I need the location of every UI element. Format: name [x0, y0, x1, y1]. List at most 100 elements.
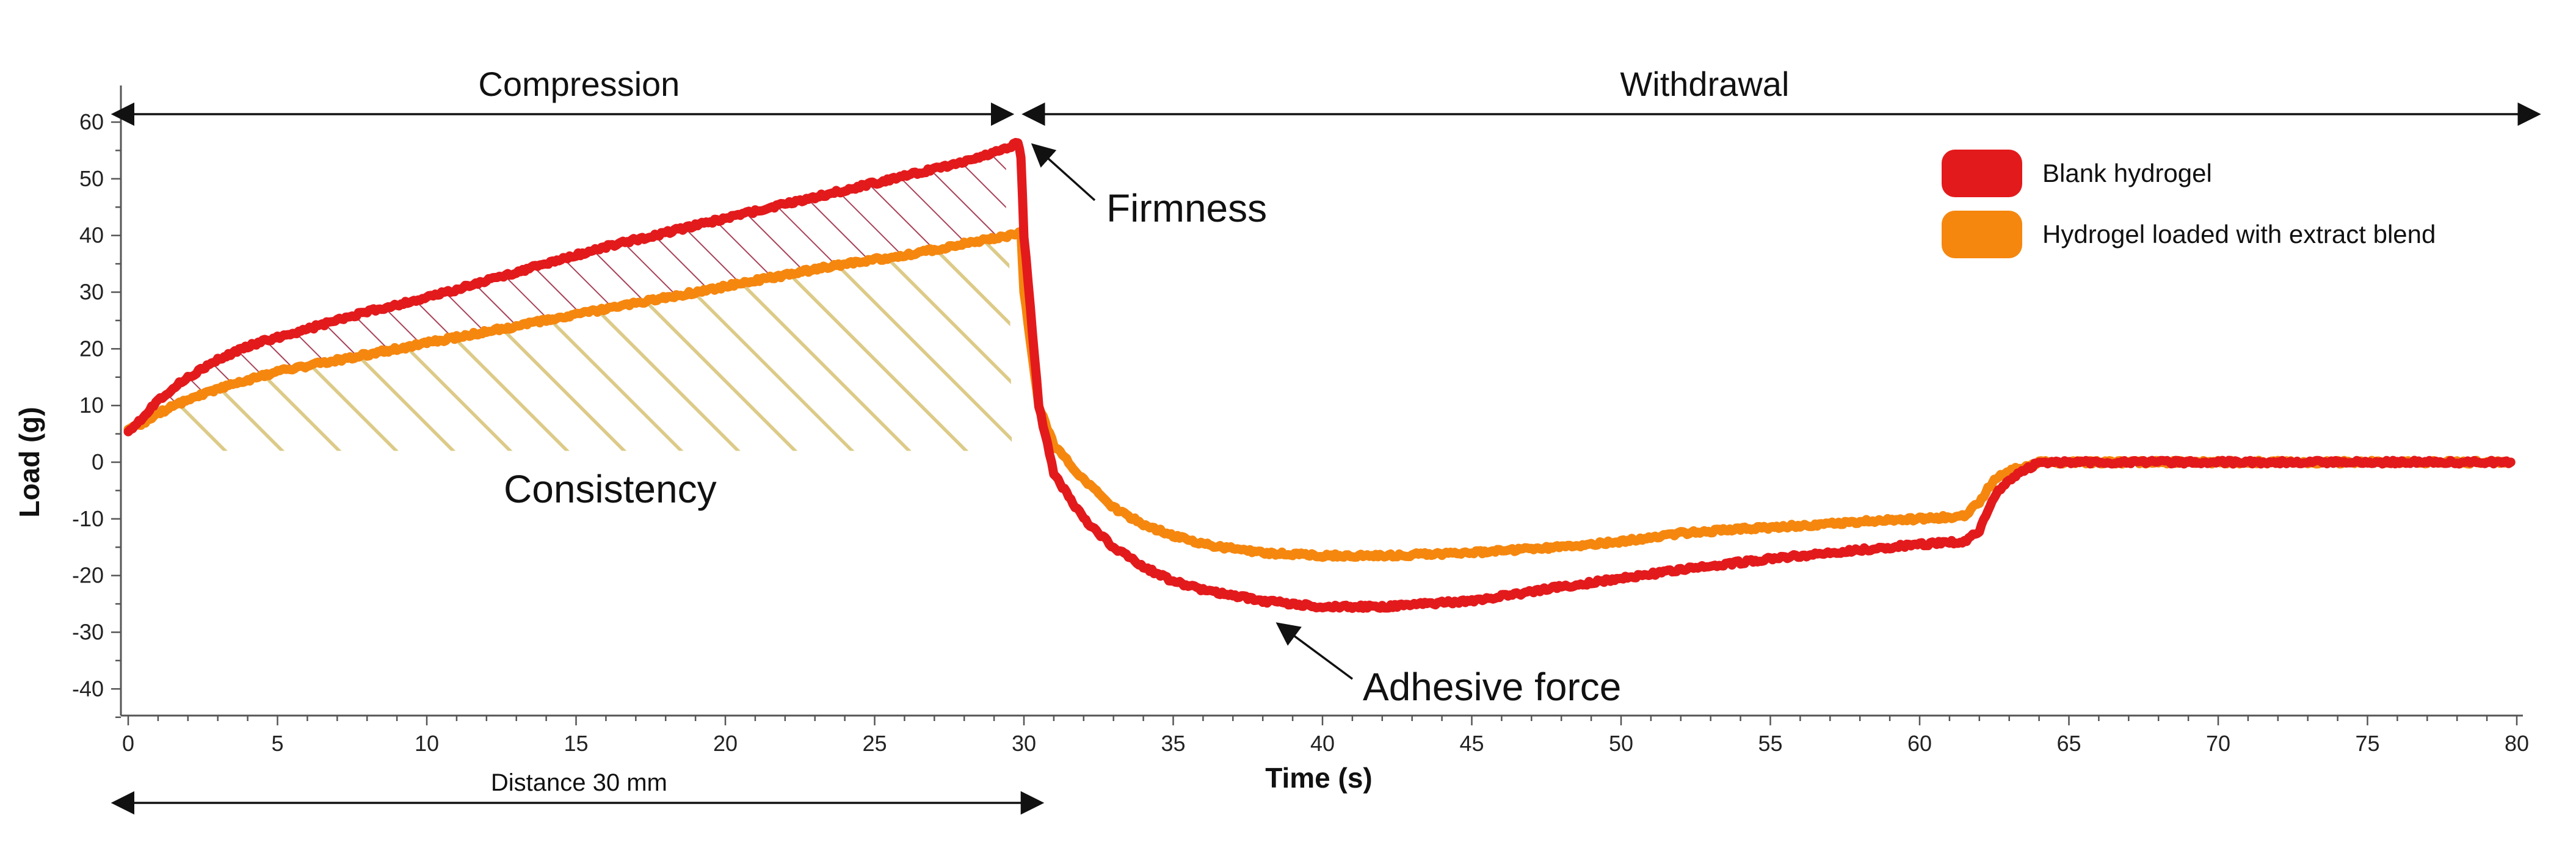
data-point: [1139, 521, 1147, 529]
data-point: [781, 271, 789, 279]
firmness-label: Firmness: [1106, 186, 1267, 230]
data-point: [139, 413, 147, 421]
data-point: [722, 283, 729, 291]
data-point: [154, 396, 162, 404]
data-point: [1990, 492, 1998, 500]
legend-swatch-extract-hydrogel: [1942, 211, 2022, 258]
data-point: [1050, 470, 1058, 477]
data-point: [1020, 231, 1028, 239]
data-point: [1677, 566, 1685, 574]
hatch-between-curves: [158, 148, 1006, 415]
data-point: [901, 172, 909, 180]
legend-label-extract-hydrogel: Hydrogel loaded with extract blend: [2042, 220, 2436, 248]
data-point: [274, 333, 281, 341]
x-tick-label: 50: [1609, 731, 1633, 756]
y-tick-label: 10: [79, 393, 104, 418]
x-tick-label: 5: [271, 731, 283, 756]
x-tick-label: 60: [1907, 731, 1932, 756]
data-point: [1035, 402, 1043, 410]
hatch-consistency-area: [173, 235, 1012, 451]
series-line-blank-hydrogel: [123, 137, 2516, 613]
data-point: [423, 339, 430, 347]
data-point: [1169, 532, 1177, 540]
data-point: [1468, 597, 1476, 605]
data-point: [1617, 575, 1625, 582]
data-point: [303, 325, 311, 333]
data-point: [602, 305, 610, 313]
x-tick-label: 65: [2056, 731, 2081, 756]
data-point: [901, 252, 909, 259]
data-point: [244, 376, 252, 384]
data-point: [1961, 537, 1968, 545]
data-point: [214, 385, 222, 393]
data-point: [423, 294, 430, 302]
data-point: [2155, 459, 2163, 466]
data-point: [363, 350, 371, 358]
withdrawal-label: Withdrawal: [1620, 65, 1789, 103]
data-point: [184, 396, 192, 404]
data-point: [2215, 459, 2222, 466]
data-point: [333, 356, 341, 364]
data-point: [333, 316, 341, 324]
data-point: [841, 186, 849, 194]
adhesive-force-arrow: [1275, 622, 1354, 680]
data-point: [1975, 526, 1983, 534]
data-point: [1856, 546, 1864, 554]
data-point: [1319, 552, 1326, 560]
data-point: [1961, 512, 1968, 520]
data-point: [214, 356, 222, 364]
data-point: [1199, 540, 1207, 548]
data-point: [1109, 504, 1117, 512]
y-tick-label: 30: [79, 280, 104, 305]
data-point: [1975, 498, 1983, 506]
y-tick-label: 60: [79, 109, 104, 134]
x-tick-label: 55: [1758, 731, 1782, 756]
data-point: [1378, 552, 1386, 560]
y-tick-label: 50: [79, 166, 104, 191]
data-point: [125, 427, 132, 435]
area-hatching: [158, 148, 1012, 451]
data-point: [1558, 543, 1566, 551]
y-tick-label: -10: [72, 506, 104, 531]
x-tick-label: 45: [1459, 731, 1484, 756]
series-layer: [123, 137, 2516, 613]
distance-label: Distance 30 mm: [491, 769, 667, 796]
x-tick-label: 25: [862, 731, 887, 756]
compression-label: Compression: [478, 65, 680, 103]
data-point: [1139, 563, 1147, 571]
data-point: [662, 294, 670, 302]
data-point: [2005, 475, 2013, 483]
data-point: [1378, 603, 1386, 611]
data-point: [1199, 586, 1207, 593]
data-point: [2507, 459, 2515, 466]
data-point: [1916, 540, 1923, 548]
data-point: [2274, 459, 2282, 466]
y-tick-label: 40: [79, 223, 104, 248]
x-tick-label: 70: [2206, 731, 2230, 756]
region-markers: Compression Withdrawal Distance 30 mm: [111, 65, 2541, 815]
data-point: [1856, 518, 1864, 526]
consistency-label: Consistency: [504, 467, 717, 511]
data-point: [1005, 231, 1013, 239]
y-axis-label: Load (g): [13, 407, 45, 517]
data-point: [1259, 597, 1267, 605]
x-tick-label: 35: [1161, 731, 1185, 756]
data-point: [960, 158, 968, 165]
firmness-arrow: [1031, 143, 1096, 201]
data-point: [1319, 603, 1326, 611]
data-point: [602, 243, 610, 251]
annotations: Firmness Consistency Adhesive force: [504, 143, 1621, 709]
data-point: [274, 368, 281, 375]
data-point: [1468, 549, 1476, 557]
x-tick-label: 30: [1012, 731, 1036, 756]
data-point: [244, 342, 252, 350]
x-axis-label: Time (s): [1265, 762, 1373, 794]
x-tick-label: 40: [1310, 731, 1335, 756]
data-point: [960, 240, 968, 248]
data-point: [722, 214, 729, 222]
data-point: [1017, 152, 1025, 160]
data-point: [1079, 515, 1087, 523]
data-point: [1079, 475, 1087, 483]
data-point: [482, 277, 490, 285]
